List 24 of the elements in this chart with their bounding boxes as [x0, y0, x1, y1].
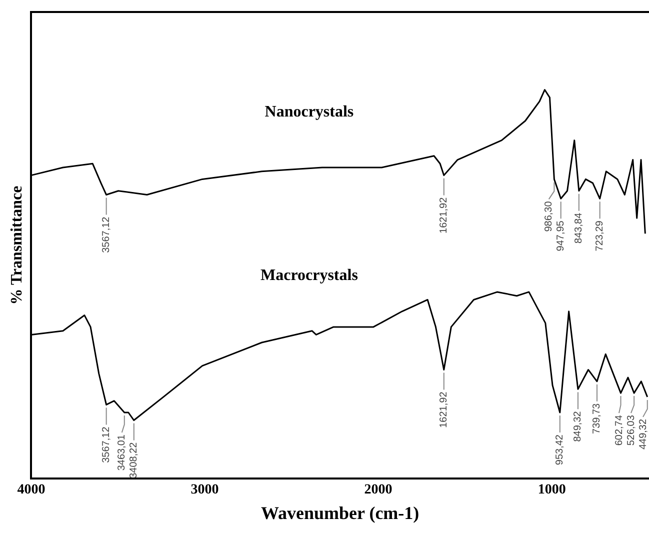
annotation: 602,74 [614, 414, 625, 446]
x-axis-title: Wavenumber (cm-1) [261, 502, 420, 523]
annotation: 3463,01 [116, 434, 128, 471]
y-axis-title: % Transmittance [8, 186, 26, 305]
x-tick-label: 1000 [538, 482, 566, 498]
x-tick-label: 2000 [364, 482, 392, 498]
annotation: 449,32 [638, 418, 649, 450]
annotation: 947,95 [556, 220, 567, 252]
x-tick-label: 3000 [190, 482, 219, 498]
annotation: 723,29 [594, 220, 606, 252]
x-tick-label: 4000 [17, 482, 46, 498]
annotation: 3408,22 [128, 442, 140, 478]
annotation: 953,42 [554, 434, 566, 466]
annotation: 739,73 [592, 402, 603, 434]
annotation: 986,30 [544, 200, 555, 232]
text: Nanocrystals [264, 104, 354, 121]
annotation: 843,84 [574, 212, 585, 244]
annotation: 526,03 [626, 414, 637, 446]
annotation: 3567,12 [101, 216, 112, 253]
annotation: 3567,12 [101, 426, 112, 463]
text: Macrocrystals [260, 266, 358, 284]
annotation: 1621,92 [438, 196, 450, 234]
annotation: 849,32 [572, 410, 584, 442]
annotation: 1621,92 [438, 391, 450, 428]
